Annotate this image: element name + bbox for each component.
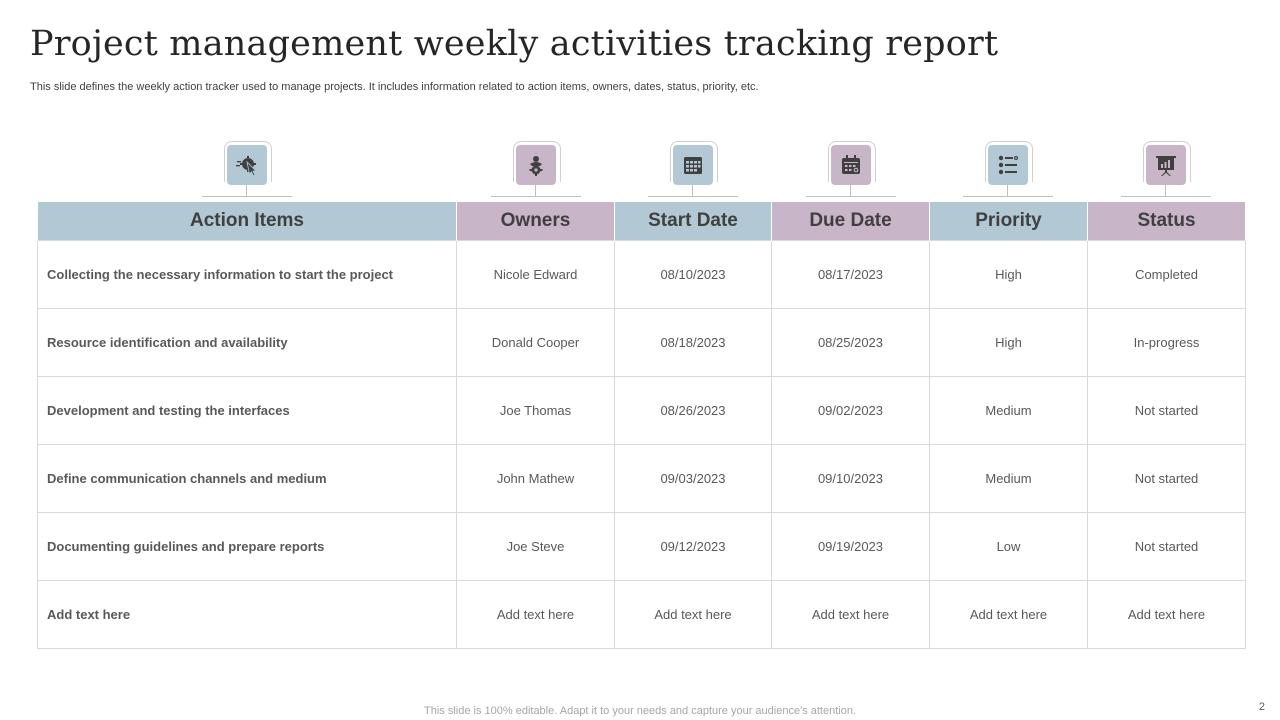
action-items-icon-group	[168, 140, 326, 198]
start-date-cell: 09/03/2023	[614, 444, 772, 513]
start-date-cell: Add text here	[614, 580, 772, 649]
owners-icon-group	[457, 140, 615, 198]
action-item-cell: Collecting the necessary information to …	[37, 240, 457, 309]
owner-cell: Joe Steve	[456, 512, 615, 581]
action-item-cell: Resource identification and availability	[37, 308, 457, 377]
header-priority: Priority	[929, 202, 1088, 241]
table-row: Development and testing the interfaces J…	[37, 376, 1246, 445]
start-date-icon-group	[614, 140, 772, 198]
due-date-cell: 08/25/2023	[771, 308, 930, 377]
start-date-cell: 08/18/2023	[614, 308, 772, 377]
gear-cursor-icon	[227, 145, 267, 185]
table-row: Define communication channels and medium…	[37, 444, 1246, 513]
priority-cell: Add text here	[929, 580, 1088, 649]
due-date-cell: Add text here	[771, 580, 930, 649]
owner-cell: Donald Cooper	[456, 308, 615, 377]
start-date-cell: 08/10/2023	[614, 240, 772, 309]
owner-cell: Nicole Edward	[456, 240, 615, 309]
priority-cell: Medium	[929, 444, 1088, 513]
status-icon-group	[1087, 140, 1245, 198]
owner-cell: Joe Thomas	[456, 376, 615, 445]
table-row: Add text here Add text here Add text her…	[37, 580, 1246, 649]
owner-cell: Add text here	[456, 580, 615, 649]
priority-icon-group	[929, 140, 1087, 198]
priority-list-icon	[988, 145, 1028, 185]
status-cell: Completed	[1087, 240, 1246, 309]
action-item-cell: Define communication channels and medium	[37, 444, 457, 513]
page-subtitle: This slide defines the weekly action tra…	[30, 81, 759, 93]
due-date-icon-group	[772, 140, 930, 198]
status-cell: In-progress	[1087, 308, 1246, 377]
page-title: Project management weekly activities tra…	[30, 24, 999, 64]
calendar-alt-icon	[831, 145, 871, 185]
calendar-icon	[673, 145, 713, 185]
status-cell: Not started	[1087, 376, 1246, 445]
start-date-cell: 08/26/2023	[614, 376, 772, 445]
header-action-items: Action Items	[37, 202, 457, 241]
due-date-cell: 09/02/2023	[771, 376, 930, 445]
action-item-cell: Add text here	[37, 580, 457, 649]
start-date-cell: 09/12/2023	[614, 512, 772, 581]
table-row: Documenting guidelines and prepare repor…	[37, 512, 1246, 581]
header-due-date: Due Date	[771, 202, 930, 241]
table-row: Resource identification and availability…	[37, 308, 1246, 377]
status-cell: Add text here	[1087, 580, 1246, 649]
table-header-row: Action Items Owners Start Date Due Date …	[37, 202, 1246, 241]
action-item-cell: Development and testing the interfaces	[37, 376, 457, 445]
presentation-board-icon	[1146, 145, 1186, 185]
priority-cell: High	[929, 308, 1088, 377]
footer-note: This slide is 100% editable. Adapt it to…	[424, 705, 856, 717]
header-owners: Owners	[456, 202, 615, 241]
table-row: Collecting the necessary information to …	[37, 240, 1246, 309]
priority-cell: Low	[929, 512, 1088, 581]
action-tracker-table: Action Items Owners Start Date Due Date …	[37, 202, 1246, 649]
status-cell: Not started	[1087, 444, 1246, 513]
due-date-cell: 08/17/2023	[771, 240, 930, 309]
owner-cell: John Mathew	[456, 444, 615, 513]
action-item-cell: Documenting guidelines and prepare repor…	[37, 512, 457, 581]
header-status: Status	[1087, 202, 1246, 241]
header-start-date: Start Date	[614, 202, 772, 241]
due-date-cell: 09/10/2023	[771, 444, 930, 513]
priority-cell: Medium	[929, 376, 1088, 445]
priority-cell: High	[929, 240, 1088, 309]
due-date-cell: 09/19/2023	[771, 512, 930, 581]
owner-person-icon	[516, 145, 556, 185]
page-number: 2	[1258, 701, 1265, 713]
status-cell: Not started	[1087, 512, 1246, 581]
